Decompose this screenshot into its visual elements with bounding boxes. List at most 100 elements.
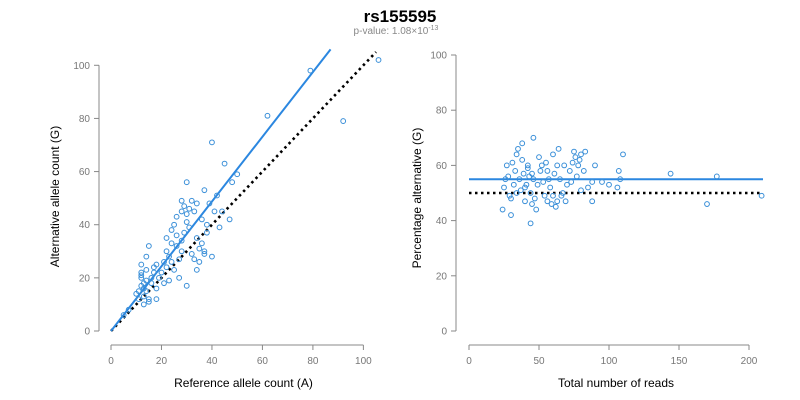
data-point — [196, 259, 203, 265]
data-point — [569, 159, 576, 166]
data-point — [617, 176, 624, 183]
data-point — [541, 192, 548, 199]
y-tick-label: 80 — [79, 114, 91, 125]
data-point — [193, 235, 200, 241]
data-point — [558, 192, 565, 199]
data-point — [188, 197, 195, 204]
data-point — [191, 208, 198, 215]
data-point — [193, 266, 200, 273]
data-point — [138, 261, 145, 268]
data-point — [551, 170, 558, 177]
data-point — [547, 184, 554, 191]
data-point — [166, 253, 172, 260]
data-point — [163, 248, 170, 255]
data-point — [143, 266, 150, 273]
data-point — [758, 192, 765, 199]
data-point — [550, 192, 556, 199]
fit-line — [110, 48, 332, 332]
data-point — [580, 168, 587, 174]
data-point — [168, 227, 175, 233]
data-point — [161, 280, 167, 287]
data-point — [513, 151, 520, 158]
y-tick-label: 40 — [79, 220, 91, 231]
data-point — [517, 187, 524, 194]
data-point — [186, 224, 193, 231]
data-point — [145, 243, 152, 249]
data-point — [555, 145, 562, 152]
data-point — [544, 168, 551, 174]
data-point — [178, 248, 185, 255]
data-point — [564, 181, 570, 188]
data-point — [592, 162, 598, 169]
data-point — [512, 168, 519, 174]
data-point — [163, 264, 170, 271]
data-point — [201, 248, 208, 255]
data-point — [181, 203, 188, 210]
allele-count-scatter: 0 20 40 60 80 100 0 20 40 60 80 100 Reference allele… — [48, 48, 382, 390]
data-point — [168, 259, 175, 265]
data-point — [571, 148, 577, 155]
data-point — [145, 296, 152, 303]
percentage-scatter: 0 50 100 150 200 0 20 40 60 80 100 Total number of … — [410, 51, 765, 390]
data-point — [198, 240, 205, 247]
data-point — [191, 256, 198, 263]
y-tick-label: 60 — [436, 161, 448, 172]
data-point — [585, 184, 591, 191]
data-point — [508, 212, 514, 218]
data-point — [216, 224, 223, 231]
data-point — [578, 187, 584, 194]
data-point — [168, 240, 175, 247]
data-point — [166, 277, 172, 284]
data-point — [153, 296, 160, 303]
data-point — [181, 229, 188, 236]
data-point — [229, 179, 236, 186]
data-point — [143, 277, 150, 284]
data-point — [503, 162, 510, 169]
data-point — [509, 159, 516, 166]
data-point — [552, 203, 559, 210]
x-tick-label: 0 — [108, 356, 114, 367]
data-point — [219, 208, 225, 215]
y-tick-label: 0 — [84, 327, 90, 338]
data-point — [173, 232, 180, 239]
data-point — [193, 200, 200, 207]
data-point — [543, 159, 549, 166]
y-tick-label: 20 — [79, 273, 91, 284]
data-point — [171, 266, 177, 273]
data-point — [576, 156, 583, 163]
data-point — [153, 285, 160, 292]
data-point — [264, 112, 271, 119]
y-axis-label: Alternative allele count (G) — [48, 126, 62, 267]
x-tick-label: 150 — [671, 356, 688, 367]
chart-title: rs155595 — [364, 7, 437, 26]
x-tick-label: 0 — [466, 356, 472, 367]
data-point — [173, 243, 180, 249]
data-point — [499, 206, 506, 213]
y-tick-label: 20 — [436, 271, 448, 282]
subtitle-text: p-value: 1.08×10 — [354, 26, 429, 37]
data-point — [554, 198, 561, 205]
x-tick-label: 60 — [257, 356, 269, 367]
data-point — [138, 272, 145, 279]
y-tick-label: 100 — [430, 51, 447, 62]
data-point — [620, 151, 626, 158]
data-point — [508, 195, 514, 202]
data-point — [550, 151, 556, 158]
data-point — [606, 181, 612, 188]
data-point — [519, 140, 526, 147]
data-point — [561, 162, 568, 169]
data-point — [510, 181, 517, 188]
data-point — [506, 192, 513, 199]
data-point — [176, 256, 183, 263]
data-point — [340, 118, 347, 124]
data-point — [548, 201, 555, 207]
data-point — [188, 251, 195, 257]
x-tick-label: 100 — [601, 356, 618, 367]
data-point — [125, 306, 132, 313]
data-point — [545, 176, 552, 183]
data-point — [534, 181, 541, 188]
y-tick-label: 60 — [79, 167, 91, 178]
data-point — [201, 251, 208, 257]
data-point — [158, 269, 165, 276]
data-point — [153, 261, 160, 268]
